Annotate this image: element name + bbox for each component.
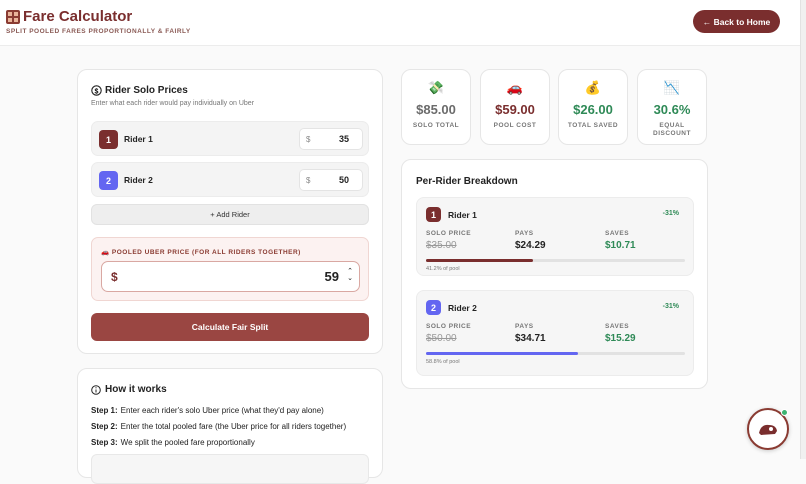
stat-icon: 📉 <box>663 80 681 95</box>
stat-label: TOTAL SAVED <box>567 122 619 129</box>
price: 35 <box>338 134 349 144</box>
app-title: Fare Calculator <box>23 8 133 25</box>
price-input[interactable]: $50 <box>299 169 363 191</box>
rider-badge: 1 <box>426 207 441 222</box>
stat-icon: 🚗 <box>506 80 524 95</box>
rider-badge: 2 <box>99 171 118 190</box>
rider-breakdown: 2 Rider 2 -31% SOLO PRICE $50.00 PAYS $34.71 SA… <box>416 290 694 376</box>
rider-name: Rider 1 <box>124 134 153 144</box>
progress-bar <box>426 259 533 262</box>
stat-card: 💸 $85.00 SOLO TOTAL <box>401 69 471 145</box>
step-label: Step 3: <box>91 438 118 447</box>
price-input[interactable]: $35 <box>299 128 363 150</box>
rider-row: 2 Rider 2 $50 <box>91 162 369 197</box>
section-title: Rider Solo Prices <box>105 85 188 96</box>
how-title: How it works <box>105 384 167 395</box>
stat-label: SOLO TOTAL <box>412 122 460 129</box>
stat-card: 📉 30.6% EQUAL DISCOUNT <box>637 69 707 145</box>
header: Fare Calculator SPLIT POOLED FARES PROPO… <box>0 0 800 46</box>
field-label: SOLO PRICE <box>426 323 472 330</box>
how-it-works-card: How it works Step 1: Enter each rider's s… <box>77 368 383 484</box>
pool-input[interactable]: $ 59 ⌃ ⌄ <box>101 261 360 292</box>
progress-track <box>426 352 685 355</box>
logo <box>6 10 20 24</box>
svg-text:$: $ <box>95 88 99 95</box>
info-icon <box>91 385 101 395</box>
stat-label: EQUAL DISCOUNT <box>653 122 691 137</box>
chat-icon <box>759 424 777 435</box>
app-subtitle: SPLIT POOLED FARES PROPORTIONALLY & FAIR… <box>6 28 191 35</box>
back-button[interactable]: ← Back to Home <box>693 10 780 33</box>
step: Step 3: We split the pooled fare proporti… <box>91 438 255 447</box>
stat-value: $26.00 <box>573 102 613 117</box>
price: 50 <box>338 175 349 185</box>
rider-name: Rider 2 <box>124 175 153 185</box>
pool-price: 59 <box>324 269 339 284</box>
field-value: $24.29 <box>515 240 546 251</box>
field-label: PAYS <box>515 230 534 237</box>
field-label: SAVES <box>605 323 630 330</box>
step-text: Enter the total pooled fare (the Uber pr… <box>120 422 347 431</box>
pool-share: 41.2% of pool <box>426 266 460 272</box>
spinner: ⌃ ⌄ <box>347 268 353 282</box>
field-label: SOLO PRICE <box>426 230 472 237</box>
calculate-button[interactable]: Calculate Fair Split <box>91 313 369 341</box>
dollar-icon: $ <box>91 85 102 96</box>
stat-card: 💰 $26.00 TOTAL SAVED <box>558 69 628 145</box>
field-value: $15.29 <box>605 333 636 344</box>
section-description: Enter what each rider would pay individu… <box>91 100 255 107</box>
currency: $ <box>306 135 311 144</box>
step-label: Step 1: <box>91 406 118 415</box>
stat-value: $59.00 <box>495 102 535 117</box>
rider-breakdown: 1 Rider 1 -31% SOLO PRICE $35.00 PAYS $24.29 SA… <box>416 197 694 276</box>
currency: $ <box>306 176 311 185</box>
step-text: We split the pooled fare proportionally <box>120 438 255 447</box>
pool-section: 🚗 POOLED UBER PRICE (FOR ALL RIDERS TOGE… <box>91 237 369 301</box>
pool-label: 🚗 POOLED UBER PRICE (FOR ALL RIDERS TOGE… <box>101 249 301 256</box>
scrollbar <box>800 0 806 459</box>
progress-bar <box>426 352 579 355</box>
stat-icon: 💰 <box>584 80 602 95</box>
rider-name: Rider 2 <box>448 303 477 313</box>
field-label: PAYS <box>515 323 534 330</box>
step-label: Step 2: <box>91 422 118 431</box>
pool-share: 58.8% of pool <box>426 359 460 365</box>
rider-badge: 2 <box>426 300 441 315</box>
step-text: Enter each rider's solo Uber price (what… <box>120 406 324 415</box>
pool-currency: $ <box>111 270 118 284</box>
stat-label: POOL COST <box>493 122 537 129</box>
field-value: $10.71 <box>605 240 636 251</box>
field-label: SAVES <box>605 230 630 237</box>
field-value: $35.00 <box>426 240 457 251</box>
stat-value: $85.00 <box>416 102 456 117</box>
discount: -31% <box>662 303 679 310</box>
discount: -31% <box>662 210 679 217</box>
step: Step 2: Enter the total pooled fare (the … <box>91 422 346 431</box>
add-rider-button[interactable]: + Add Rider <box>91 204 369 225</box>
stat-card: 🚗 $59.00 POOL COST <box>480 69 550 145</box>
field-value: $34.71 <box>515 333 546 344</box>
stat-value: 30.6% <box>653 102 691 117</box>
progress-track <box>426 259 685 262</box>
breakdown-card: Per-Rider Breakdown 1 Rider 1 -31% SOLO PRI… <box>401 159 708 389</box>
step: Step 1: Enter each rider's solo Uber pric… <box>91 406 324 415</box>
solo-prices-card: $ Rider Solo Prices Enter what each ride… <box>77 69 383 354</box>
rider-badge: 1 <box>99 130 118 149</box>
stat-icon: 💸 <box>427 80 445 95</box>
rider-name: Rider 1 <box>448 210 477 220</box>
breakdown-title: Per-Rider Breakdown <box>416 176 518 187</box>
status-dot <box>781 409 788 416</box>
field-value: $50.00 <box>426 333 457 344</box>
rider-row: 1 Rider 1 $35 <box>91 121 369 156</box>
